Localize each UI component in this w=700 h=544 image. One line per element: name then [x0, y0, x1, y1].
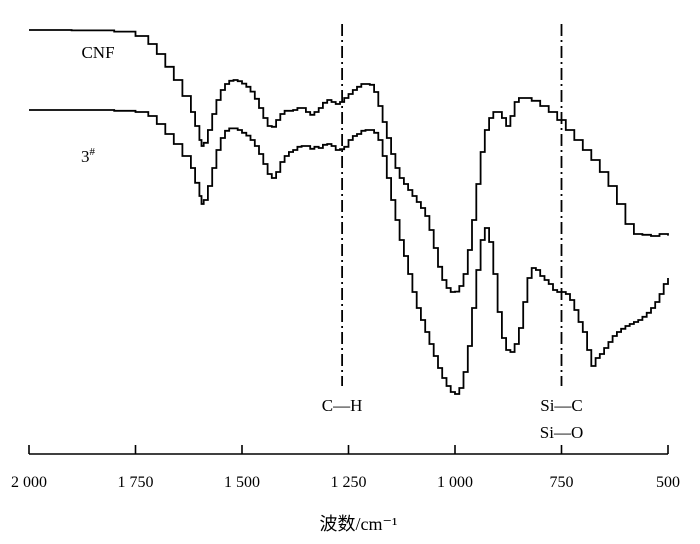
reference-lines: C—H Si—C Si—O — [322, 24, 583, 442]
reference-annotation: Si—O — [540, 423, 583, 442]
series-label: CNF — [81, 43, 114, 62]
x-tick-label: 1 000 — [437, 474, 473, 491]
x-tick-label: 2 000 — [11, 474, 47, 491]
series-label-text: CNF — [81, 43, 114, 62]
x-tick-label: 1 500 — [224, 474, 260, 491]
spectra: CNF 3# — [29, 29, 669, 395]
x-tick-label: 500 — [656, 474, 680, 491]
x-axis-title: 波数/cm⁻¹ — [320, 514, 398, 534]
series-label-text: 3 — [81, 147, 90, 166]
x-tick-label: 1 250 — [331, 474, 367, 491]
reference-annotation: Si—C — [540, 396, 583, 415]
x-tick-label: 1 750 — [118, 474, 154, 491]
series-line-cnf — [29, 29, 669, 293]
series-label: 3# — [81, 146, 96, 166]
reference-annotation: C—H — [322, 396, 363, 415]
x-tick-label: 750 — [550, 474, 574, 491]
series-label-superscript: # — [90, 146, 96, 158]
series-line-sample-3 — [29, 109, 669, 395]
x-axis: 2 000 1 750 1 500 1 250 1 000 750 500 — [11, 445, 680, 491]
